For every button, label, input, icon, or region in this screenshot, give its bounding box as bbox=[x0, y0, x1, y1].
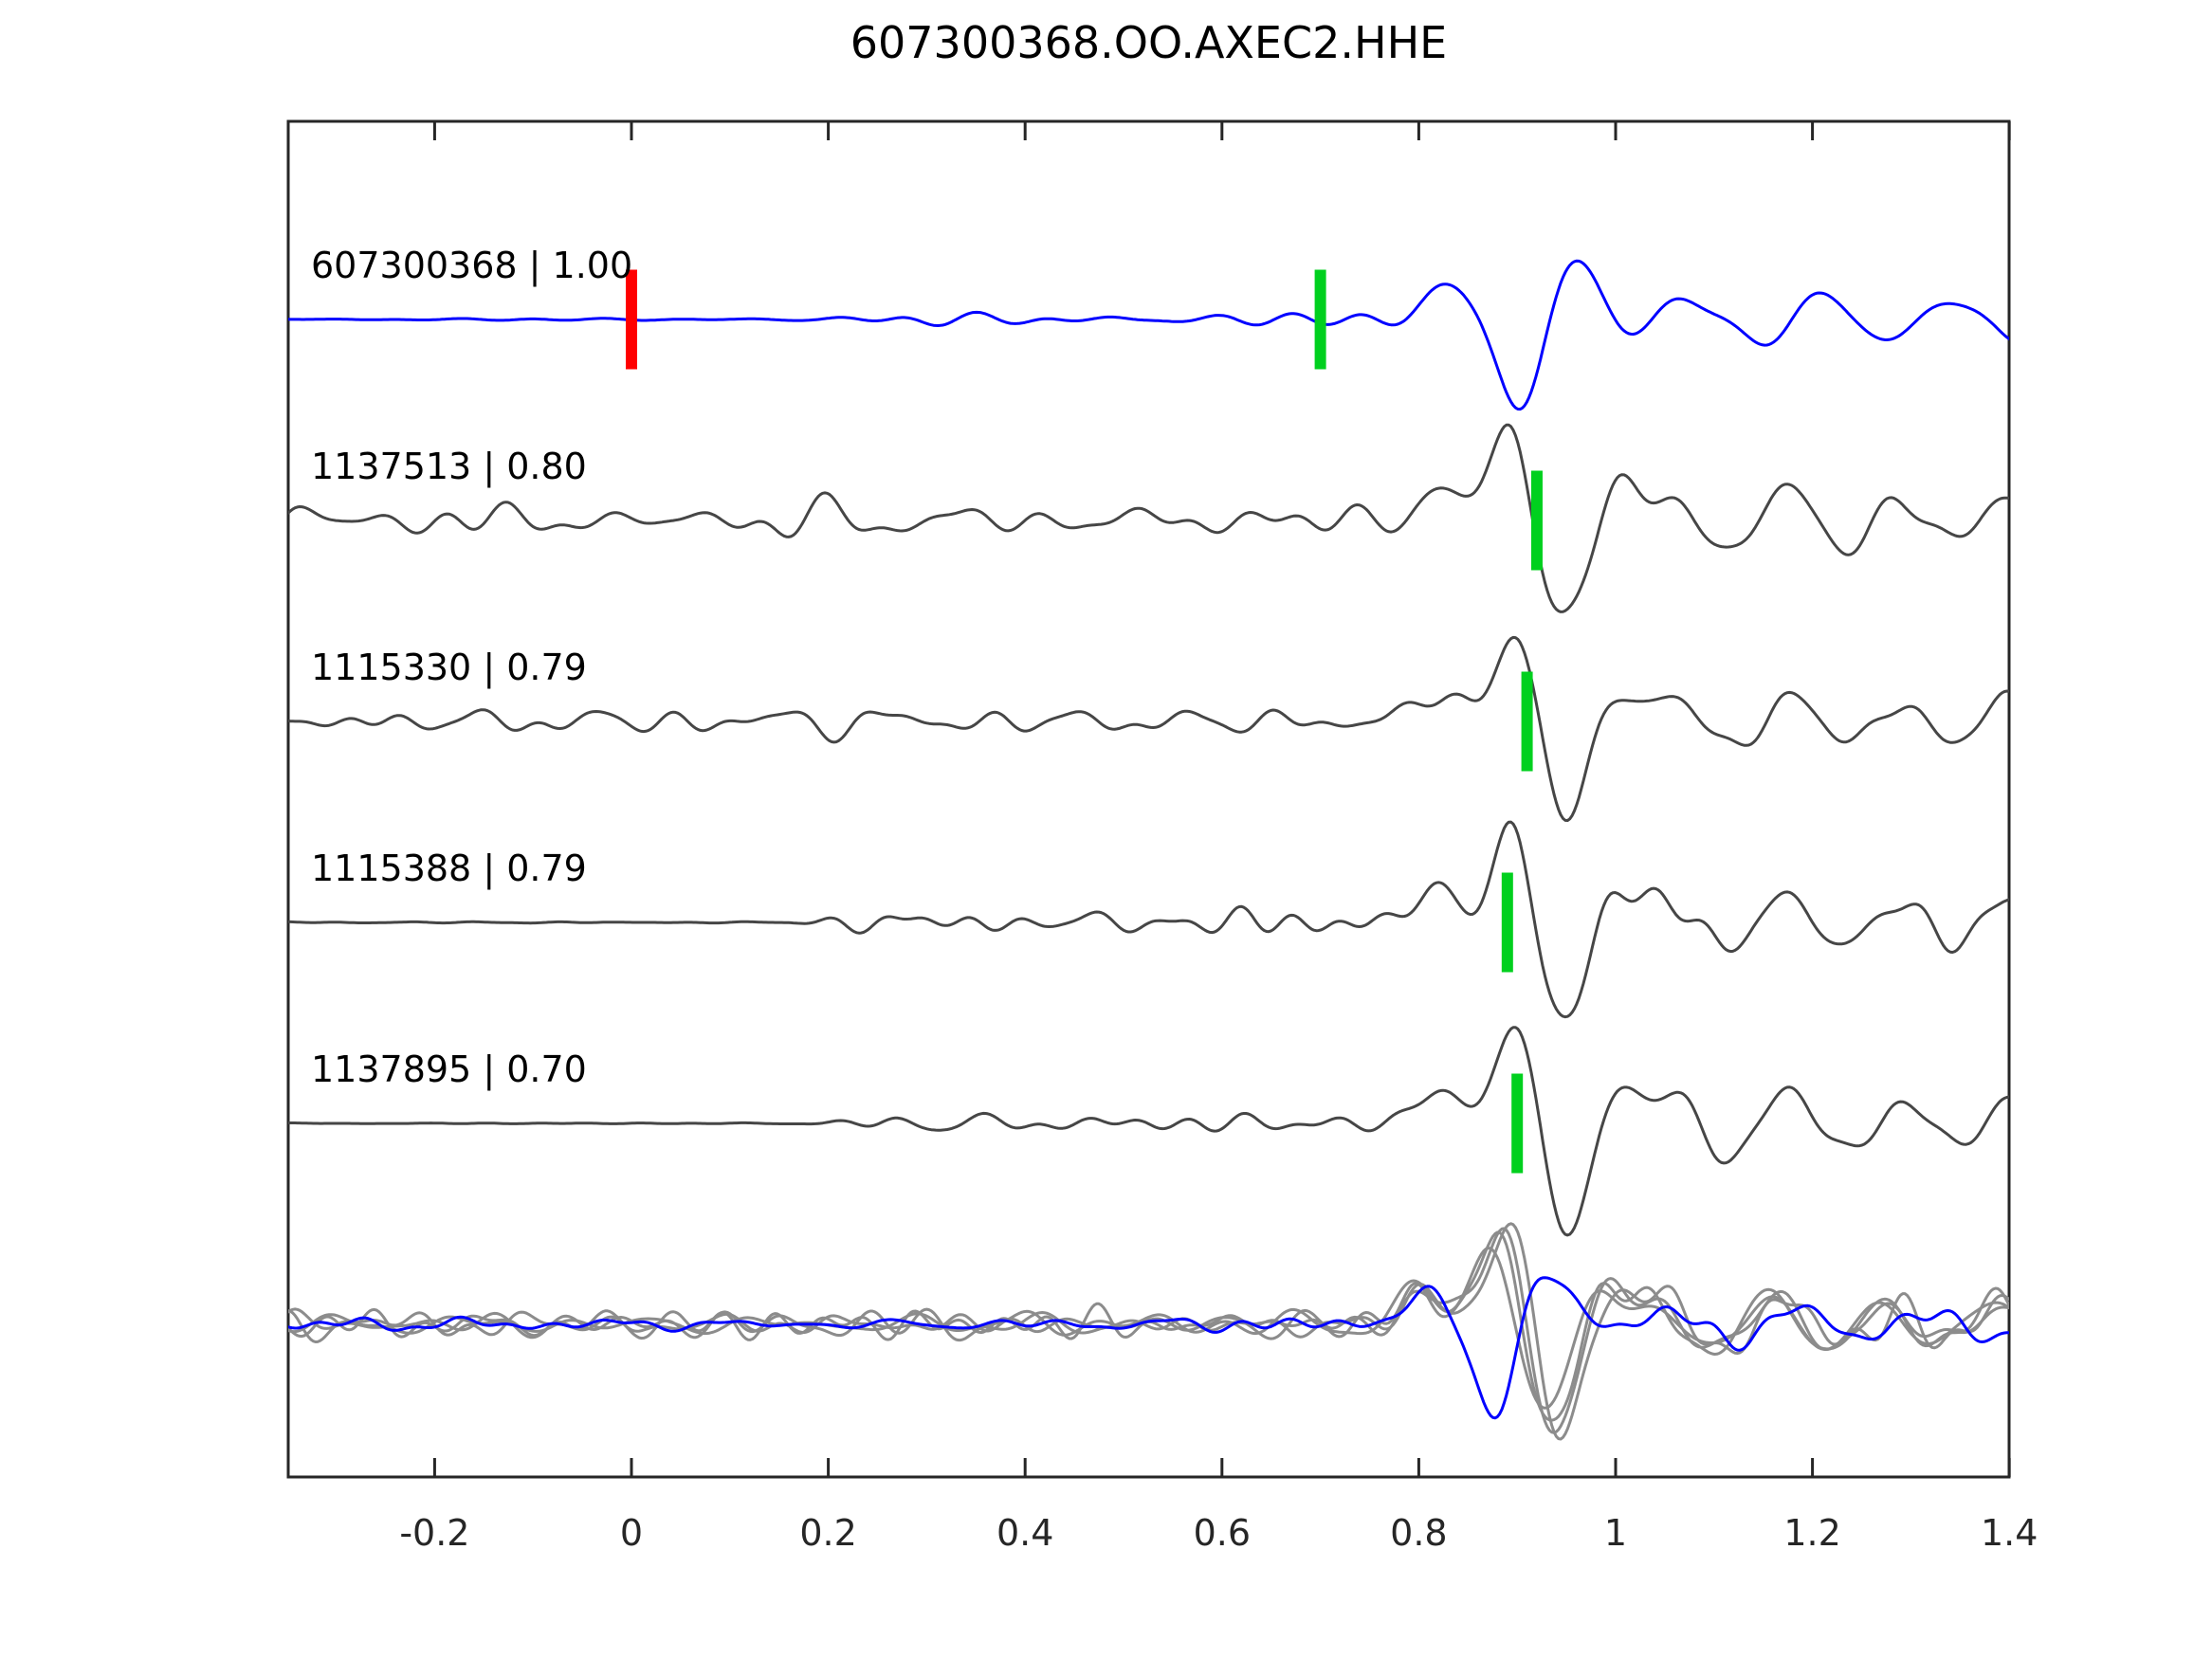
waveform-trace-1115388 bbox=[288, 820, 2009, 1019]
trace-label-607300368: 607300368 | 1.00 bbox=[311, 245, 632, 287]
x-tick-label: 1.2 bbox=[1783, 1512, 1840, 1554]
trace-label-1137513: 1137513 | 0.80 bbox=[311, 446, 587, 488]
x-tick-label: 0.6 bbox=[1194, 1512, 1251, 1554]
x-tick-label: 0.8 bbox=[1390, 1512, 1447, 1554]
pick-marker-1137895 bbox=[1511, 1073, 1524, 1174]
overlay-gray-trace bbox=[288, 1227, 2009, 1434]
trace-label-1115388: 1115388 | 0.79 bbox=[311, 848, 587, 890]
x-tick-label: 0 bbox=[620, 1512, 643, 1554]
x-tick-label: 1 bbox=[1604, 1512, 1627, 1554]
waveform-trace-1137513 bbox=[288, 423, 2009, 613]
overlay-gray-trace bbox=[288, 1231, 2009, 1422]
pick-marker-1137513 bbox=[1530, 470, 1543, 571]
plot-border bbox=[286, 119, 2011, 1479]
overlay-template-trace bbox=[288, 1276, 2009, 1420]
x-tick-label: 0.4 bbox=[996, 1512, 1053, 1554]
x-tick-label: 1.4 bbox=[1981, 1512, 2038, 1554]
pick-marker-1115388 bbox=[1501, 872, 1513, 973]
pick-marker-607300368 bbox=[1314, 269, 1326, 370]
plot-title: 607300368.OO.AXEC2.HHE bbox=[850, 17, 1448, 68]
x-tick-label: -0.2 bbox=[399, 1512, 469, 1554]
waveform-trace-1115330 bbox=[288, 635, 2009, 822]
x-tick-label: 0.2 bbox=[799, 1512, 856, 1554]
waveform-trace-1137895 bbox=[288, 1026, 2009, 1237]
waveform-trace-607300368 bbox=[288, 259, 2009, 411]
trace-label-1137895: 1137895 | 0.70 bbox=[311, 1048, 587, 1091]
trace-area bbox=[288, 259, 2009, 1441]
origin-marker bbox=[626, 269, 637, 370]
pick-marker-1115330 bbox=[1521, 671, 1533, 772]
trace-label-1115330: 1115330 | 0.79 bbox=[311, 647, 587, 689]
